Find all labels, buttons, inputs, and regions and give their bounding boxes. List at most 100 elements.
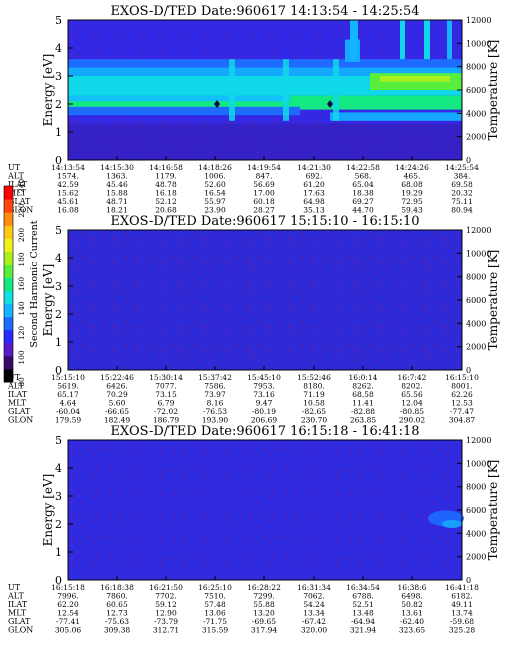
y2-tick-label: 6000 — [466, 296, 486, 305]
colorbar-segment — [4, 368, 13, 383]
colorbar-segment — [4, 342, 13, 357]
colorbar-segment — [4, 277, 13, 292]
table-cell: -82.65 — [302, 407, 326, 416]
table-cell: -76.53 — [203, 407, 227, 416]
y2-tick-label: 4000 — [466, 109, 486, 118]
table-cell: 6.79 — [158, 399, 175, 408]
table-cell: 7062. — [303, 592, 324, 601]
spectral-band — [447, 20, 452, 60]
y-tick-label: 4 — [55, 252, 62, 265]
table-cell: 6788. — [352, 592, 373, 601]
plot-area — [68, 230, 462, 370]
table-cell: -73.79 — [154, 617, 178, 626]
table-cell: 48.71 — [106, 197, 127, 206]
colorbar: 80 100 120 140 160 180 200 220 240 Second Harmoni… — [3, 179, 40, 387]
spectral-band — [350, 20, 358, 60]
table-cell: 4.64 — [60, 399, 77, 408]
table-row-label: ILAT — [8, 180, 28, 189]
table-cell: -62.40 — [400, 617, 424, 626]
table-cell: 321.94 — [350, 626, 376, 635]
table-cell: 1179. — [155, 172, 176, 181]
table-cell: 305.06 — [55, 626, 81, 635]
chart-title: EXOS-D/TED Date:960617 14:13:54 - 14:25:… — [110, 4, 419, 19]
table-cell: -80.85 — [400, 407, 424, 416]
table-row-label: ILAT — [8, 600, 28, 609]
table-cell: 68.58 — [352, 390, 374, 399]
table-cell: 16:15:18 — [51, 583, 85, 592]
table-cell: 16:31:34 — [297, 583, 331, 592]
table-cell: 13.74 — [451, 609, 473, 618]
table-cell: 11.41 — [352, 399, 373, 408]
table-cell: 19.29 — [401, 189, 423, 198]
table-cell: 14:15:30 — [100, 163, 134, 172]
table-row-label: MLT — [8, 399, 27, 408]
table-cell: 60.18 — [253, 197, 275, 206]
table-cell: 847. — [256, 172, 273, 181]
table-cell: 7299. — [253, 592, 274, 601]
table-cell: 16:28:22 — [247, 583, 281, 592]
table-cell: 10.58 — [303, 399, 325, 408]
table-cell: 7860. — [106, 592, 127, 601]
table-cell: 13.34 — [303, 609, 325, 618]
y-tick-label: 1 — [55, 546, 62, 559]
y2-axis-label: Temperature [K] — [486, 40, 500, 141]
table-cell: 50.82 — [401, 600, 423, 609]
colorbar-segment — [4, 290, 13, 305]
table-cell: 35.13 — [303, 206, 325, 215]
y-tick-label: 3 — [55, 490, 62, 503]
table-cell: -64.94 — [351, 617, 375, 626]
table-cell: 13.48 — [352, 609, 374, 618]
table-cell: 315.59 — [202, 626, 228, 635]
y-tick-label: 0 — [55, 364, 62, 377]
panel-2: EXOS-D/TED Date:960617 15:15:10 - 16:15:… — [7, 214, 500, 425]
table-cell: 17.00 — [253, 189, 275, 198]
table-cell: -77.41 — [56, 617, 80, 626]
table-cell: 62.26 — [451, 390, 473, 399]
spectral-band — [68, 95, 290, 102]
y2-tick-label: 4000 — [466, 529, 486, 538]
table-cell: 69.27 — [352, 197, 374, 206]
table-cell: 14:18:26 — [198, 163, 232, 172]
y-tick-label: 3 — [55, 70, 62, 83]
table-cell: 309.38 — [104, 626, 130, 635]
table-cell: 9.47 — [256, 399, 273, 408]
y2-tick-label: 12000 — [466, 436, 491, 445]
table-cell: 65.04 — [352, 180, 374, 189]
colorbar-tick-label: 100 — [17, 350, 26, 365]
colorbar-segment — [4, 199, 13, 213]
table-cell: 16:38:6 — [398, 583, 427, 592]
table-row-label: GLON — [8, 626, 33, 635]
y-tick-label: 2 — [55, 308, 62, 321]
colorbar-segment — [4, 264, 13, 278]
table-row-label: ALT — [7, 172, 24, 181]
table-cell: 323.65 — [399, 626, 425, 635]
table-cell: 13.06 — [204, 609, 226, 618]
spike — [283, 59, 289, 121]
table-cell: 73.97 — [204, 390, 226, 399]
y2-tick-label: 8000 — [466, 63, 486, 72]
table-cell: 1006. — [204, 172, 225, 181]
y-axis-label: Energy [eV] — [41, 54, 55, 127]
table-cell: 61.20 — [303, 180, 325, 189]
table-cell: 5619. — [57, 382, 78, 391]
panel-1: EXOS-D/TED Date:960617 14:13:54 - 14:25:… — [7, 4, 500, 215]
colorbar-segment — [4, 225, 13, 239]
table-row-label: GLAT — [8, 197, 31, 206]
table-cell: 52.51 — [352, 600, 373, 609]
spectral-band — [380, 76, 450, 82]
table-row-label: GLON — [8, 206, 33, 215]
table-cell: 48.78 — [155, 180, 177, 189]
table-row-label: UT — [8, 163, 21, 172]
table-cell: -69.65 — [252, 617, 276, 626]
table-cell: 15.62 — [57, 189, 79, 198]
table-row-label: GLON — [8, 416, 33, 425]
colorbar-tick-label: 200 — [17, 228, 26, 243]
table-cell: 62.20 — [57, 600, 79, 609]
table-cell: 15.88 — [106, 189, 128, 198]
table-cell: 6182. — [451, 592, 472, 601]
table-cell: 13.20 — [253, 609, 275, 618]
table-cell: -77.47 — [450, 407, 474, 416]
y-tick-label: 3 — [55, 280, 62, 293]
table-cell: 186.79 — [153, 416, 179, 425]
table-row-label: MLT — [8, 609, 27, 618]
